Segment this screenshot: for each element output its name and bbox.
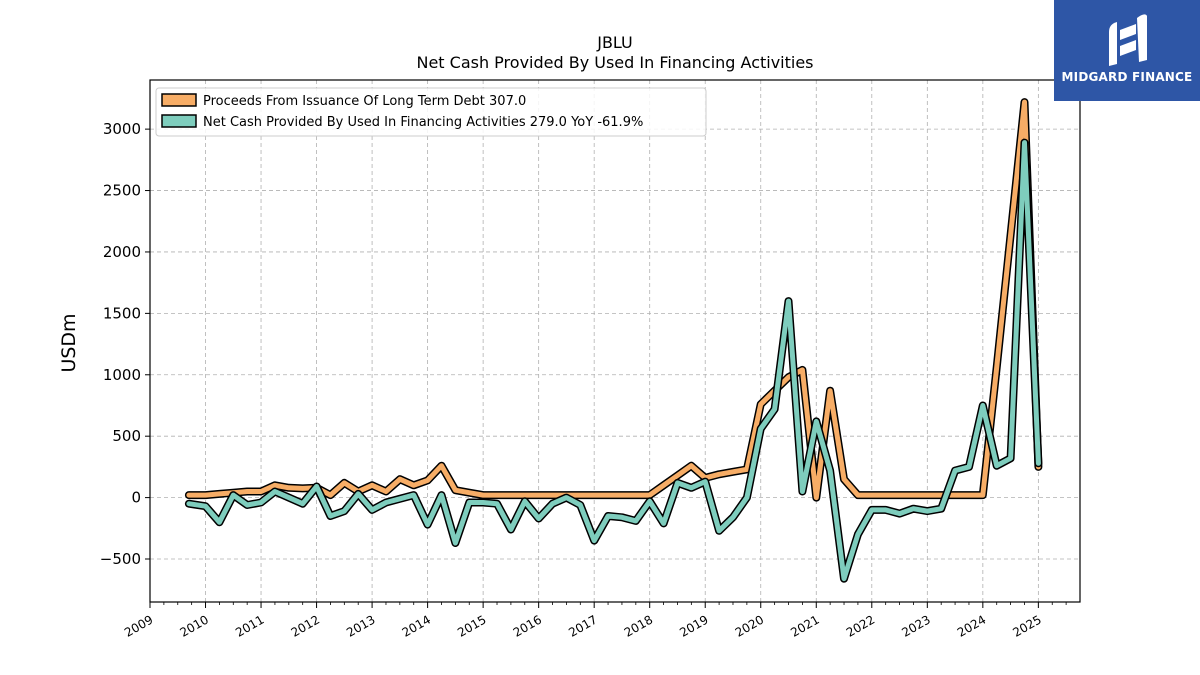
x-tick-label: 2011 — [233, 612, 266, 639]
legend: Proceeds From Issuance Of Long Term Debt… — [155, 87, 707, 137]
legend-swatch-proceeds — [161, 93, 197, 107]
x-tick-label: 2012 — [289, 612, 322, 639]
x-tick-label: 2019 — [677, 612, 710, 639]
x-tick-label: 2014 — [400, 612, 433, 639]
x-tick-label: 2010 — [178, 612, 211, 639]
x-tick-label: 2022 — [844, 612, 877, 639]
y-tick-label: 1000 — [103, 366, 141, 384]
grid — [149, 80, 1080, 602]
x-tick-label: 2013 — [344, 612, 377, 639]
logo-mark-icon — [1109, 14, 1147, 66]
series-line-proceeds — [186, 99, 1041, 501]
y-tick-label: 500 — [112, 427, 141, 445]
legend-label-proceeds: Proceeds From Issuance Of Long Term Debt… — [203, 94, 526, 109]
series-line-net-cash — [186, 140, 1041, 582]
x-tick-label: 2020 — [733, 612, 766, 639]
legend-swatch-net-cash — [161, 114, 197, 128]
y-tick-label: 2000 — [103, 243, 141, 261]
y-tick-label: 0 — [131, 489, 141, 507]
x-tick-label: 2018 — [622, 612, 655, 639]
series-layer — [184, 98, 1043, 583]
y-tick-label: 2500 — [103, 182, 141, 200]
y-tick-label: 1500 — [103, 304, 141, 322]
legend-label-net-cash: Net Cash Provided By Used In Financing A… — [203, 115, 643, 130]
y-axis-ticks: −500 0 500 1000 1500 2000 2500 3000 — [100, 120, 150, 568]
y-tick-label: −500 — [100, 550, 141, 568]
chart-title: JBLU — [596, 33, 633, 52]
y-tick-label: 3000 — [103, 120, 141, 138]
x-tick-label: 2015 — [455, 612, 488, 639]
x-tick-label: 2021 — [788, 612, 821, 639]
x-tick-label: 2024 — [955, 612, 988, 639]
x-tick-label: 2009 — [122, 612, 155, 639]
plot-frame — [149, 79, 1081, 603]
x-axis-ticks: 2009 2010 2011 2012 2013 2014 2015 2016 2017 2018… — [122, 602, 1067, 640]
x-tick-label: 2025 — [1010, 612, 1043, 639]
x-tick-label: 2017 — [566, 612, 599, 639]
logo-text: MIDGARD FINANCE — [1061, 70, 1193, 84]
x-tick-label: 2016 — [511, 612, 544, 639]
y-axis-label: USDm — [58, 313, 80, 372]
chart-subtitle: Net Cash Provided By Used In Financing A… — [416, 53, 813, 72]
legend-box — [155, 87, 707, 137]
x-tick-label: 2023 — [899, 612, 932, 639]
midgard-finance-logo: MIDGARD FINANCE — [1054, 0, 1200, 101]
